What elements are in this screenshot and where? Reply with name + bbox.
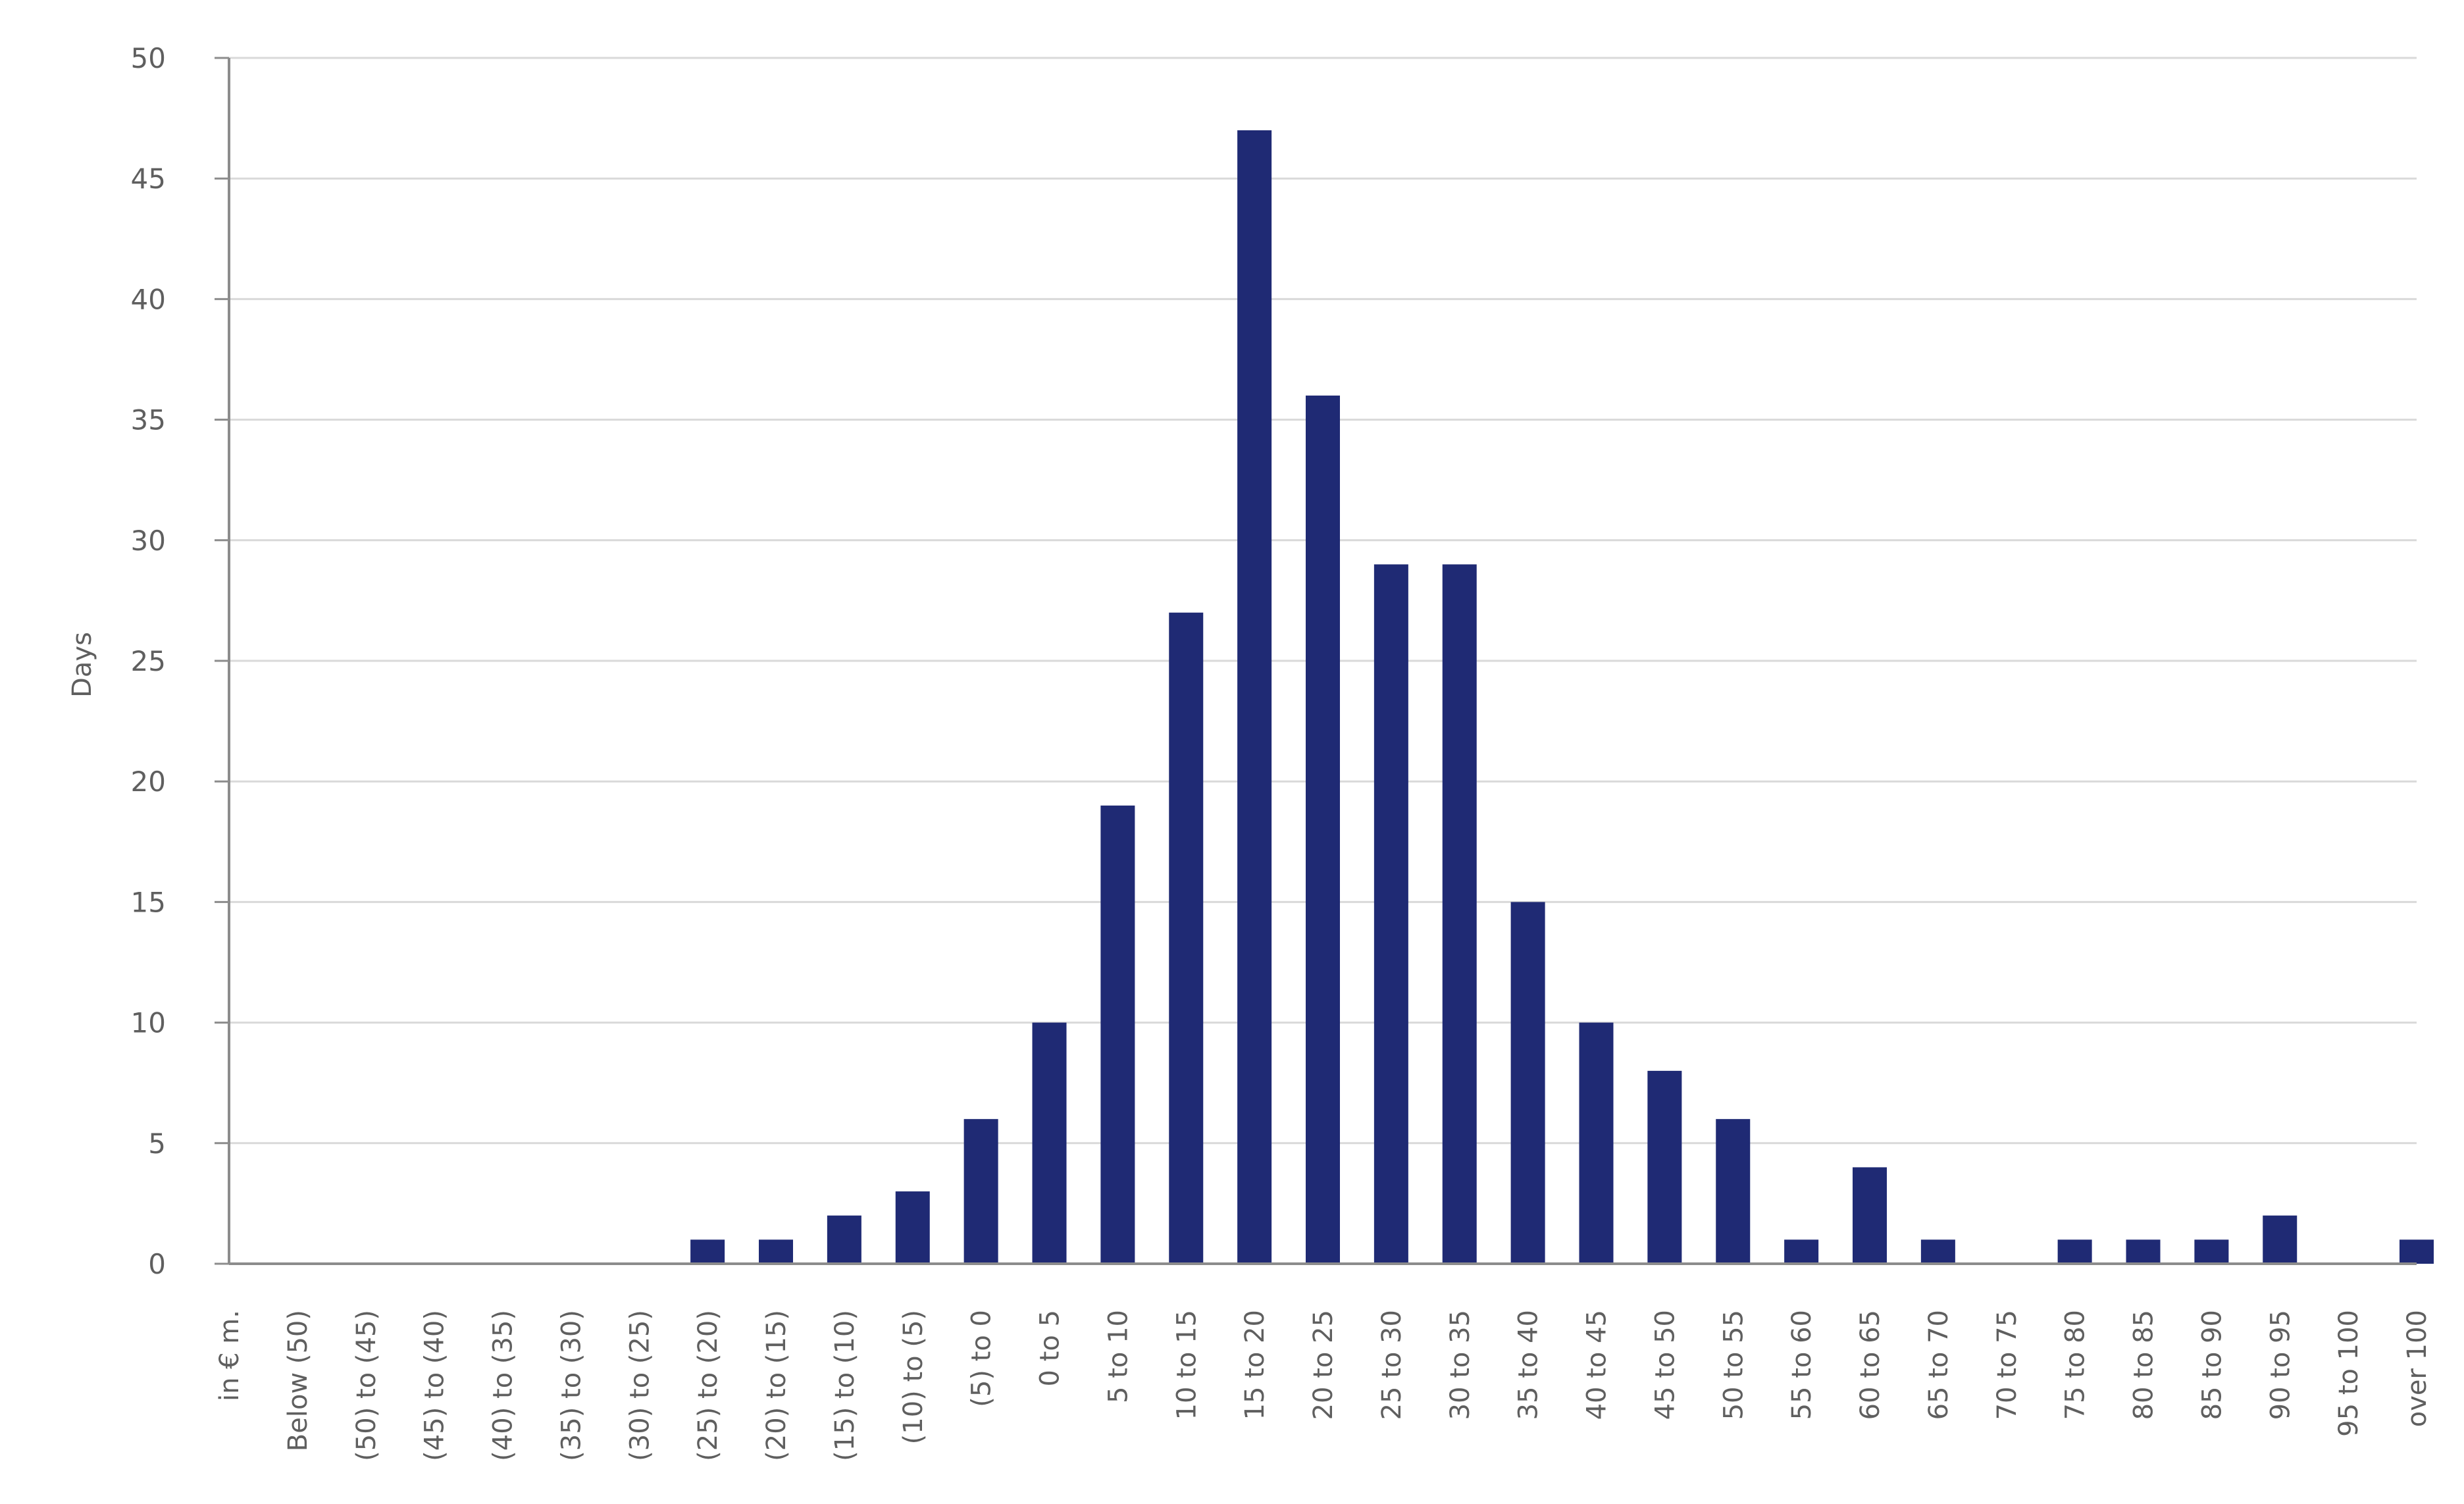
y-tick-label: 25 [131,645,166,677]
y-tick-label: 0 [148,1248,166,1280]
y-tick-label: 10 [131,1007,166,1039]
y-axis-title: Days [67,632,97,698]
x-tick-label: 80 to 85 [2129,1310,2159,1420]
x-tick-label: 35 to 40 [1514,1310,1544,1420]
y-tick-labels: 0 5 10 15 20 25 30 35 40 45 50 [131,42,166,1280]
bar [1853,1167,1887,1264]
bar [1920,1239,1955,1264]
x-tick-label: 85 to 90 [2197,1310,2227,1420]
x-tick-label: (20) to (15) [761,1310,792,1461]
x-tick-label: 90 to 95 [2265,1310,2296,1420]
bar [1306,395,1340,1264]
x-tick-label: 45 to 50 [1650,1310,1680,1420]
x-tick-label: (45) to (40) [420,1310,450,1461]
x-tick-label: in € m. [215,1310,245,1401]
x-tick-label: over 100 [2402,1310,2432,1427]
y-tick-label: 50 [131,42,166,74]
bar [1784,1239,1819,1264]
x-tick-label: (5) to 0 [967,1310,997,1407]
bar [1579,1022,1614,1264]
x-tick-label: 0 to 5 [1035,1310,1065,1386]
y-tick-label: 45 [131,163,166,195]
x-tick-label: 20 to 25 [1308,1310,1339,1420]
x-tick-label: 50 to 55 [1718,1310,1749,1420]
x-tick-label: (10) to (5) [898,1310,929,1444]
y-tick-label: 5 [148,1128,166,1160]
x-tick-label: 40 to 45 [1582,1310,1612,1420]
bar [1647,1070,1682,1264]
bar [2400,1239,2434,1264]
bar [1237,130,1272,1264]
x-tick-labels: in € m. Below (50) (50) to (45) (45) to (40… [215,1310,2432,1461]
x-tick-label: Below (50) [283,1310,313,1451]
bar [1510,902,1545,1264]
x-tick-label: (30) to (25) [625,1310,655,1461]
x-tick-label: 60 to 65 [1855,1310,1886,1420]
x-tick-label: 5 to 10 [1103,1310,1133,1403]
y-tick-label: 30 [131,525,166,557]
y-tick-label: 20 [131,765,166,798]
x-tick-label: 15 to 20 [1240,1310,1270,1420]
x-tick-label: (40) to (35) [488,1310,519,1461]
bar [1032,1022,1067,1264]
bar [1169,612,1204,1264]
bar [1442,564,1477,1264]
bar [1373,564,1408,1264]
x-tick-label: 75 to 80 [2061,1310,2091,1420]
bar [827,1215,861,1264]
x-tick-label: 30 to 35 [1445,1310,1476,1420]
bar [1716,1119,1751,1264]
bar [963,1119,998,1264]
bar [2194,1239,2229,1264]
x-tick-label: 95 to 100 [2334,1310,2364,1437]
y-tick-label: 40 [131,283,166,315]
x-tick-label: (50) to (45) [351,1310,382,1461]
x-tick-label: (25) to (20) [693,1310,723,1461]
bar [2057,1239,2092,1264]
bars [690,130,2434,1264]
bar [1100,805,1135,1264]
bar [690,1239,725,1264]
x-tick-label: 70 to 75 [1992,1310,2022,1420]
y-tick-label: 35 [131,404,166,436]
axes [228,58,2417,1265]
bar [2263,1215,2297,1264]
x-tick-label: 25 to 30 [1377,1310,1407,1420]
bar [759,1239,793,1264]
y-tick-label: 15 [131,886,166,918]
x-tick-label: (15) to (10) [830,1310,860,1461]
bar [2126,1239,2161,1264]
x-tick-label: (35) to (30) [556,1310,586,1461]
x-tick-label: 65 to 70 [1924,1310,1954,1420]
x-tick-label: 55 to 60 [1787,1310,1817,1420]
bar [895,1191,930,1264]
x-tick-label: 10 to 15 [1171,1310,1202,1420]
